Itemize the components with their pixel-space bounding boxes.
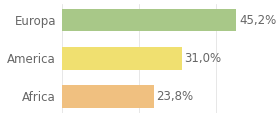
Text: 45,2%: 45,2% xyxy=(239,14,276,27)
Bar xyxy=(62,47,181,70)
Bar xyxy=(62,85,154,108)
Text: 31,0%: 31,0% xyxy=(184,52,221,65)
Bar xyxy=(62,9,237,31)
Text: 23,8%: 23,8% xyxy=(157,90,193,103)
